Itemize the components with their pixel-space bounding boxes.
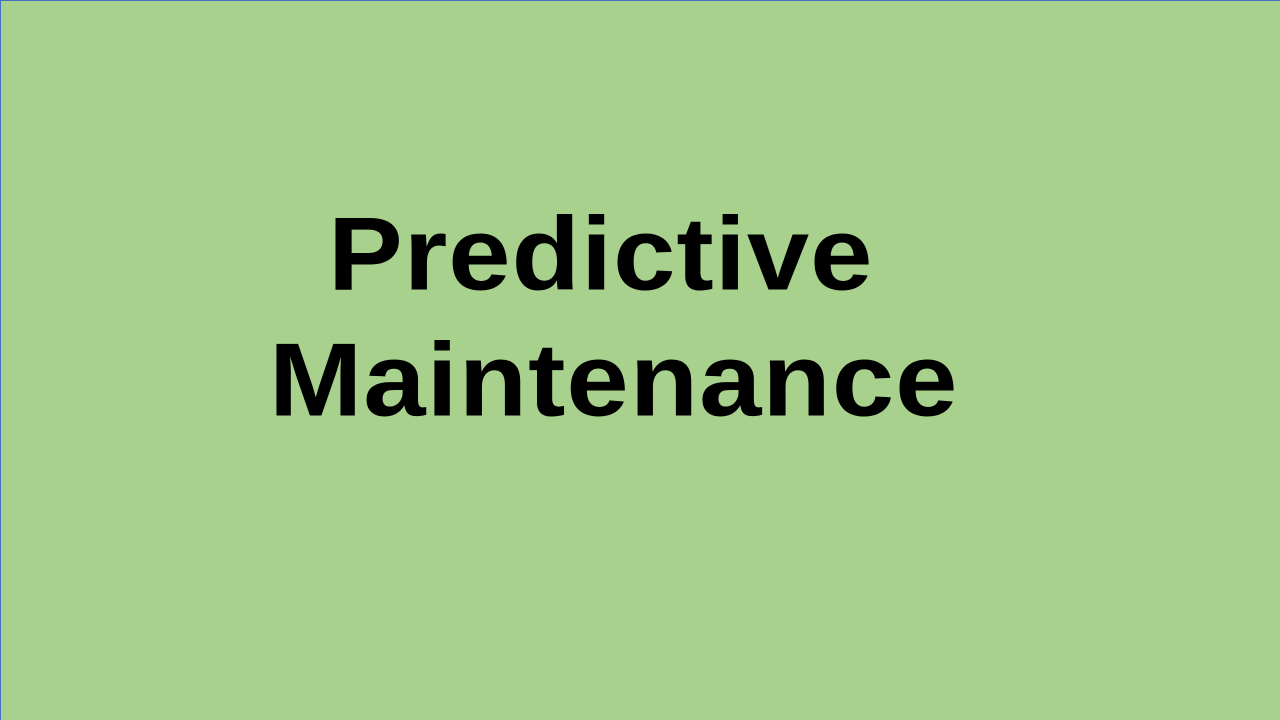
title-line-maintenance: Maintenance (269, 321, 959, 438)
title-line-predictive: Predictive (328, 195, 874, 312)
slide-title: Predictive Maintenance (1, 191, 1280, 443)
